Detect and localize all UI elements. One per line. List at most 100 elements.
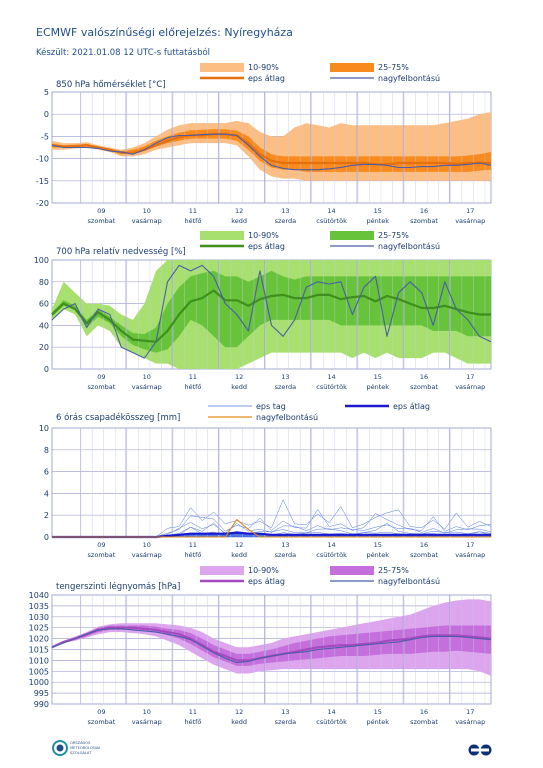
rh700-xday-num: 17 bbox=[466, 373, 474, 381]
t850-legend-inner-label: 25-75% bbox=[378, 63, 409, 72]
t850-legend-hires-label: nagyfelbontású bbox=[378, 74, 440, 83]
mslp-ytick-label: 1025 bbox=[29, 624, 49, 633]
rh700-xday-num: 11 bbox=[189, 373, 197, 381]
mslp-ytick-label: 1000 bbox=[29, 678, 49, 687]
mslp-xday-num: 16 bbox=[420, 708, 428, 716]
rh700-xday-name: csütörtök bbox=[316, 383, 347, 391]
mslp-xday-num: 13 bbox=[281, 708, 289, 716]
rh700-legend-inner-swatch bbox=[330, 231, 374, 240]
mslp-legend-hires-label: nagyfelbontású bbox=[378, 577, 440, 586]
precip6h-ytick-label: 4 bbox=[44, 489, 49, 498]
precip6h-ytick-label: 8 bbox=[44, 446, 49, 455]
rh700-xday-name: szerda bbox=[275, 383, 296, 391]
mslp-xday-num: 11 bbox=[189, 708, 197, 716]
mslp-ytick-label: 995 bbox=[34, 689, 49, 698]
rh700-legend-outer-label: 10-90% bbox=[248, 231, 279, 240]
omsz-logo-line3: SZOLGÁLAT bbox=[70, 750, 92, 755]
rh700-band-25-75 bbox=[52, 270, 491, 353]
t850-xday-name: szerda bbox=[275, 217, 296, 225]
rh700-ytick-label: 40 bbox=[39, 321, 49, 330]
omsz-logo: ORSZÁGOS METEOROLÓGIAI SZOLGÁLAT bbox=[52, 740, 100, 756]
rh700-ytick-label: 0 bbox=[44, 365, 49, 374]
mslp-ytick-label: 1035 bbox=[29, 602, 49, 611]
t850-panel: 10-90% 25-75% eps átlag nagyfelbontású 850 h… bbox=[36, 63, 492, 225]
mslp-xday-num: 15 bbox=[374, 708, 382, 716]
rh700-legend-hires-label: nagyfelbontású bbox=[378, 242, 440, 251]
mslp-xday-name: szombat bbox=[410, 718, 438, 726]
mslp-xday-name: csütörtök bbox=[316, 718, 347, 726]
precip6h-line-hires bbox=[52, 519, 491, 538]
mslp-xday-num: 17 bbox=[466, 708, 474, 716]
t850-xday-num: 10 bbox=[143, 207, 151, 215]
precip6h-xday-num: 15 bbox=[374, 541, 382, 549]
mslp-xday-num: 09 bbox=[97, 708, 105, 716]
t850-xday-num: 12 bbox=[235, 207, 243, 215]
rh700-legend-inner-label: 25-75% bbox=[378, 231, 409, 240]
precip6h-xday-num: 17 bbox=[466, 541, 474, 549]
rh700-xday-num: 13 bbox=[281, 373, 289, 381]
rh700-ytick-label: 100 bbox=[34, 256, 49, 265]
t850-xday-name: vasárnap bbox=[132, 217, 162, 225]
mslp-ytick-label: 1020 bbox=[29, 635, 49, 644]
mslp-xday-name: vasárnap bbox=[455, 718, 485, 726]
precip6h-xday-num: 09 bbox=[97, 541, 105, 549]
t850-xday-num: 09 bbox=[97, 207, 105, 215]
rh700-legend-outer-swatch bbox=[200, 231, 244, 240]
rh700-xday-num: 12 bbox=[235, 373, 243, 381]
rh700-xday-num: 15 bbox=[374, 373, 382, 381]
rh700-xday-name: péntek bbox=[367, 383, 390, 391]
mslp-legend-outer-label: 10-90% bbox=[248, 566, 279, 575]
mslp-ytick-label: 1015 bbox=[29, 646, 49, 655]
omsz-logo-line1: ORSZÁGOS bbox=[70, 740, 91, 745]
ecmwf-logo bbox=[468, 744, 492, 756]
page-title: ECMWF valószínűségi előrejelzés: Nyíregy… bbox=[36, 26, 293, 39]
t850-xday-num: 16 bbox=[420, 207, 428, 215]
t850-line-hires bbox=[51, 133, 492, 171]
rh700-legend-mean-label: eps átlag bbox=[248, 242, 285, 251]
rh700-xday-num: 16 bbox=[420, 373, 428, 381]
rh700-ytick-label: 20 bbox=[39, 343, 49, 352]
precip6h-xday-num: 11 bbox=[189, 541, 197, 549]
t850-xday-num: 13 bbox=[281, 207, 289, 215]
rh700-xday-name: szombat bbox=[410, 383, 438, 391]
omsz-logo-core bbox=[56, 744, 64, 752]
t850-xday-name: péntek bbox=[367, 217, 390, 225]
t850-ytick-label: -5 bbox=[41, 132, 49, 141]
mslp-xday-name: péntek bbox=[367, 718, 390, 726]
mslp-title: tengerszinti légnyomás [hPa] bbox=[56, 581, 180, 592]
mslp-xday-name: szerda bbox=[275, 718, 296, 726]
t850-legend-outer-swatch bbox=[200, 63, 244, 72]
mslp-legend-mean-label: eps átlag bbox=[248, 577, 285, 586]
omsz-logo-line2: METEOROLÓGIAI bbox=[70, 745, 100, 750]
t850-legend-inner-swatch bbox=[330, 63, 374, 72]
rh700-xday-name: szombat bbox=[88, 383, 116, 391]
t850-ytick-label: 0 bbox=[44, 110, 49, 119]
rh700-ytick-label: 60 bbox=[39, 300, 49, 309]
precip6h-xday-name: csütörtök bbox=[316, 551, 347, 559]
rh700-line-mean bbox=[51, 289, 491, 343]
precip6h-xday-num: 10 bbox=[143, 541, 151, 549]
precip6h-xday-name: kedd bbox=[231, 551, 247, 559]
mslp-xday-name: hétfő bbox=[184, 717, 201, 726]
precip6h-ytick-label: 10 bbox=[39, 424, 49, 433]
mslp-band-25-75 bbox=[52, 625, 491, 666]
t850-ytick-label: -20 bbox=[36, 199, 49, 208]
mslp-line-hires bbox=[51, 628, 492, 664]
mslp-legend-inner-swatch bbox=[330, 566, 374, 575]
mslp-xday-name: szombat bbox=[88, 718, 116, 726]
precip6h-legend-mean-label: eps átlag bbox=[393, 402, 430, 411]
t850-ytick-label: 5 bbox=[44, 88, 49, 97]
t850-xday-name: kedd bbox=[231, 217, 247, 225]
mslp-legend-inner-label: 25-75% bbox=[378, 566, 409, 575]
t850-title: 850 hPa hőmérséklet [°C] bbox=[56, 79, 166, 90]
t850-xday-num: 11 bbox=[189, 207, 197, 215]
page-subtitle: Készült: 2021.01.08 12 UTC-s futtatásból bbox=[36, 48, 211, 58]
t850-xday-name: szombat bbox=[88, 217, 116, 225]
rh700-xday-name: hétfő bbox=[184, 382, 201, 391]
precip6h-xday-num: 16 bbox=[420, 541, 428, 549]
t850-xday-num: 15 bbox=[374, 207, 382, 215]
rh700-xday-num: 14 bbox=[327, 373, 335, 381]
mslp-ytick-label: 1040 bbox=[29, 591, 49, 600]
mslp-ytick-label: 990 bbox=[34, 700, 49, 709]
